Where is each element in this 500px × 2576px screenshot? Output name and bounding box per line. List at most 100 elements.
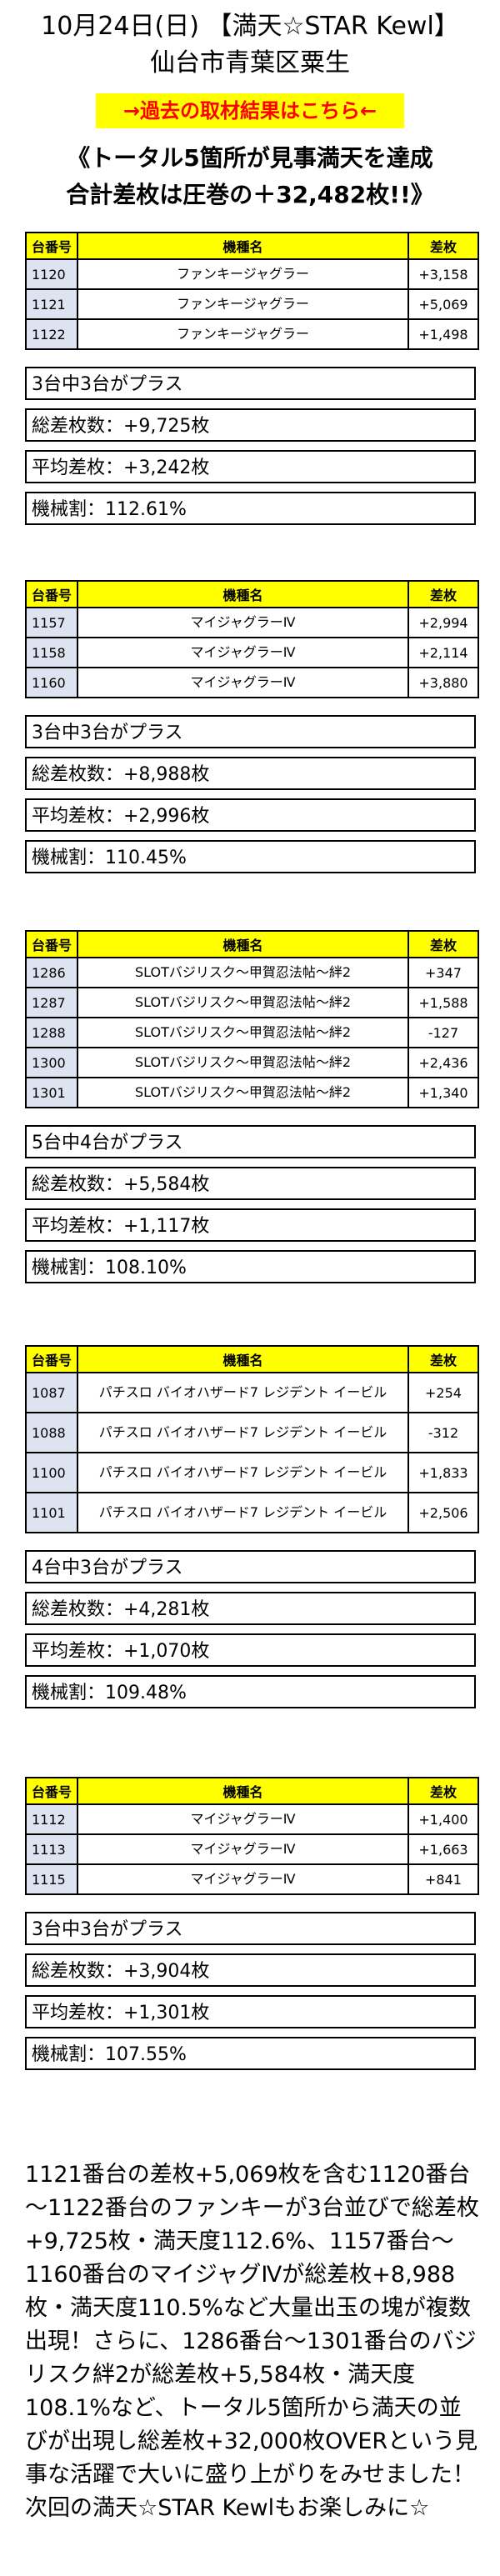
diff-value: +1,340 (408, 1077, 479, 1108)
diff-value: +1,833 (408, 1452, 479, 1493)
diff-value: +3,158 (408, 258, 479, 290)
machine-name: SLOTバジリスク～甲賀忍法帖～絆2 (77, 957, 409, 988)
stat-plus-count: 4台中3台がプラス (25, 1550, 476, 1583)
machine-number: 1088 (25, 1412, 78, 1453)
machine-name: マイジャグラーⅣ (77, 607, 409, 638)
table-row: 1158 マイジャグラーⅣ +2,114 (25, 637, 479, 668)
diff-value: +2,114 (408, 637, 479, 668)
machine-number: 1157 (25, 607, 78, 638)
machine-name: ファンキージャグラー (77, 258, 409, 290)
diff-value: +3,880 (408, 667, 479, 698)
col-header-num: 台番号 (25, 1777, 78, 1805)
machine-name: パチスロ バイオハザード7 レジデント イービル (77, 1372, 409, 1413)
machine-number: 1113 (25, 1833, 78, 1865)
machine-number: 1112 (25, 1803, 78, 1835)
table-row: 1122 ファンキージャグラー +1,498 (25, 318, 479, 350)
table-row: 1301 SLOTバジリスク～甲賀忍法帖～絆2 +1,340 (25, 1077, 479, 1108)
col-header-machine: 機種名 (77, 232, 409, 260)
result-table: 台番号 機種名 差枚 1087 パチスロ バイオハザード7 レジデント イービル… (25, 1345, 479, 1533)
diff-value: +1,588 (408, 987, 479, 1018)
diff-value: +841 (408, 1863, 479, 1895)
machine-name: パチスロ バイオハザード7 レジデント イービル (77, 1412, 409, 1453)
machine-name: マイジャグラーⅣ (77, 1863, 409, 1895)
diff-value: -312 (408, 1412, 479, 1453)
machine-number: 1115 (25, 1863, 78, 1895)
machine-number: 1101 (25, 1492, 78, 1533)
table-row: 1100 パチスロ バイオハザード7 レジデント イービル +1,833 (25, 1452, 479, 1493)
col-header-machine: 機種名 (77, 930, 409, 958)
col-header-machine: 機種名 (77, 1345, 409, 1373)
table-row: 1300 SLOTバジリスク～甲賀忍法帖～絆2 +2,436 (25, 1047, 479, 1078)
machine-number: 1121 (25, 288, 78, 320)
machine-name: SLOTバジリスク～甲賀忍法帖～絆2 (77, 987, 409, 1018)
stat-plus-count: 3台中3台がプラス (25, 715, 476, 748)
diff-value: +5,069 (408, 288, 479, 320)
stat-average-diff: 平均差枚：+2,996枚 (25, 798, 476, 832)
machine-name: マイジャグラーⅣ (77, 667, 409, 698)
stat-average-diff: 平均差枚：+1,070枚 (25, 1633, 476, 1667)
diff-value: -127 (408, 1017, 479, 1048)
stat-payout-rate: 機械割：109.48% (25, 1675, 476, 1708)
result-table: 台番号 機種名 差枚 1157 マイジャグラーⅣ +2,994 1158 マイジ… (25, 580, 479, 698)
col-header-diff: 差枚 (408, 1345, 479, 1373)
machine-name: SLOTバジリスク～甲賀忍法帖～絆2 (77, 1077, 409, 1108)
table-row: 1112 マイジャグラーⅣ +1,400 (25, 1803, 479, 1835)
machine-name: パチスロ バイオハザード7 レジデント イービル (77, 1452, 409, 1493)
machine-name: マイジャグラーⅣ (77, 1803, 409, 1835)
result-table: 台番号 機種名 差枚 1112 マイジャグラーⅣ +1,400 1113 マイジ… (25, 1777, 479, 1895)
machine-number: 1087 (25, 1372, 78, 1413)
stat-plus-count: 5台中4台がプラス (25, 1125, 476, 1158)
table-row: 1113 マイジャグラーⅣ +1,663 (25, 1833, 479, 1865)
col-header-num: 台番号 (25, 232, 78, 260)
table-row: 1120 ファンキージャグラー +3,158 (25, 258, 479, 290)
machine-name: パチスロ バイオハザード7 レジデント イービル (77, 1492, 409, 1533)
stat-payout-rate: 機械割：112.61% (25, 492, 476, 525)
col-header-diff: 差枚 (408, 930, 479, 958)
machine-number: 1122 (25, 318, 78, 350)
archive-link[interactable]: →過去の取材結果はこちら← (96, 93, 404, 128)
table-row: 1286 SLOTバジリスク～甲賀忍法帖～絆2 +347 (25, 957, 479, 988)
machine-number: 1158 (25, 637, 78, 668)
stat-average-diff: 平均差枚：+3,242枚 (25, 450, 476, 483)
summary-text: 1121番台の差枚+5,069枚を含む1120番台～1122番台のファンキーが3… (25, 2162, 479, 2521)
machine-number: 1100 (25, 1452, 78, 1493)
table-row: 1087 パチスロ バイオハザード7 レジデント イービル +254 (25, 1372, 479, 1413)
machine-name: SLOTバジリスク～甲賀忍法帖～絆2 (77, 1017, 409, 1048)
table-row: 1101 パチスロ バイオハザード7 レジデント イービル +2,506 (25, 1492, 479, 1533)
machine-number: 1286 (25, 957, 78, 988)
stat-total-diff: 総差枚数：+5,584枚 (25, 1167, 476, 1200)
stat-payout-rate: 機械割：108.10% (25, 1250, 476, 1283)
result-table: 台番号 機種名 差枚 1120 ファンキージャグラー +3,158 1121 フ… (25, 232, 479, 350)
headline-line-2: 合計差枚は圧巻の＋32,482枚!!》 (66, 181, 434, 208)
machine-name: ファンキージャグラー (77, 288, 409, 320)
headline-line-1: 《トータル5箇所が見事満天を達成 (67, 144, 433, 172)
store-location: 仙台市青葉区粟生 (150, 48, 350, 78)
diff-value: +2,436 (408, 1047, 479, 1078)
diff-value: +254 (408, 1372, 479, 1413)
stat-plus-count: 3台中3台がプラス (25, 367, 476, 400)
table-row: 1287 SLOTバジリスク～甲賀忍法帖～絆2 +1,588 (25, 987, 479, 1018)
stat-total-diff: 総差枚数：+3,904枚 (25, 1953, 476, 1987)
table-row: 1088 パチスロ バイオハザード7 レジデント イービル -312 (25, 1412, 479, 1453)
col-header-diff: 差枚 (408, 232, 479, 260)
machine-number: 1287 (25, 987, 78, 1018)
machine-number: 1300 (25, 1047, 78, 1078)
diff-value: +1,400 (408, 1803, 479, 1835)
page-title: 10月24日(日) 【満天☆STAR Kewl】 (41, 12, 459, 41)
table-row: 1288 SLOTバジリスク～甲賀忍法帖～絆2 -127 (25, 1017, 479, 1048)
machine-name: マイジャグラーⅣ (77, 637, 409, 668)
col-header-num: 台番号 (25, 580, 78, 608)
diff-value: +1,663 (408, 1833, 479, 1865)
stat-total-diff: 総差枚数：+9,725枚 (25, 408, 476, 442)
col-header-diff: 差枚 (408, 1777, 479, 1805)
table-row: 1160 マイジャグラーⅣ +3,880 (25, 667, 479, 698)
stat-payout-rate: 機械割：110.45% (25, 840, 476, 873)
machine-name: ファンキージャグラー (77, 318, 409, 350)
result-table: 台番号 機種名 差枚 1286 SLOTバジリスク～甲賀忍法帖～絆2 +347 … (25, 930, 479, 1108)
stat-average-diff: 平均差枚：+1,117枚 (25, 1208, 476, 1242)
machine-number: 1160 (25, 667, 78, 698)
machine-name: マイジャグラーⅣ (77, 1833, 409, 1865)
result-group-1: 台番号 機種名 差枚 1120 ファンキージャグラー +3,158 1121 フ… (25, 232, 479, 533)
machine-number: 1288 (25, 1017, 78, 1048)
